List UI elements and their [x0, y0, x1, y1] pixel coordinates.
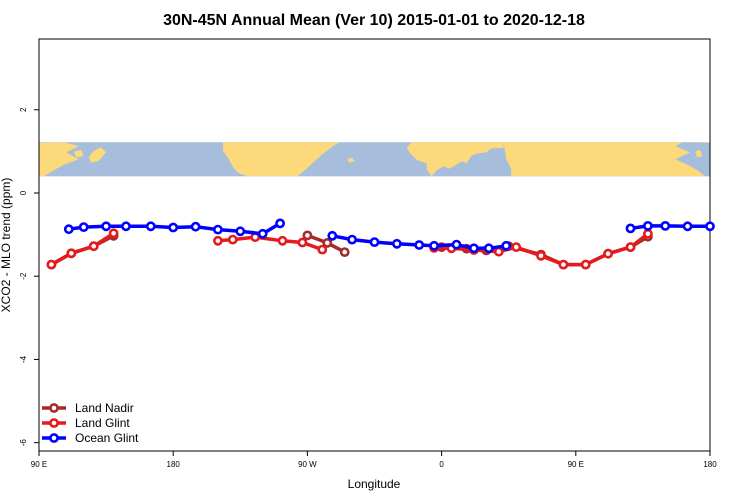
data-point [108, 228, 119, 239]
y-tick-label: 2 [19, 107, 28, 112]
data-point [235, 226, 246, 237]
map-land-4 [347, 157, 355, 163]
data-point [227, 234, 238, 245]
map-land-3 [222, 142, 340, 177]
data-point [643, 228, 653, 239]
data-point [429, 240, 439, 251]
data-point [625, 242, 636, 252]
data-point [625, 223, 636, 234]
data-point [302, 230, 313, 241]
series-line [50, 231, 115, 267]
legend-label: Land Nadir [75, 401, 134, 415]
data-point [190, 221, 201, 232]
data-point [121, 221, 131, 232]
data-point [63, 224, 74, 235]
data-point [78, 222, 89, 232]
data-point [317, 244, 328, 255]
data-point [369, 237, 380, 247]
data-point [66, 248, 77, 259]
x-tick-label: 90 E [31, 460, 47, 469]
data-point [339, 247, 350, 257]
data-point [145, 221, 156, 232]
x-axis-label: Longitude [348, 477, 401, 491]
legend-swatch-marker [49, 418, 59, 428]
y-tick-label: -4 [19, 355, 28, 363]
data-point [580, 259, 591, 270]
chart-title: 30N-45N Annual Mean (Ver 10) 2015-01-01 … [163, 12, 585, 29]
data-point [451, 239, 462, 250]
map-land-9 [640, 147, 658, 163]
map-land-0 [39, 142, 79, 177]
data-point [705, 221, 715, 232]
data-point [46, 259, 57, 270]
data-point [493, 246, 504, 257]
map-land-1 [73, 149, 84, 158]
data-point [660, 220, 671, 231]
data-point [212, 235, 223, 246]
data-point [257, 228, 268, 239]
data-point [327, 230, 338, 241]
data-point [101, 221, 111, 232]
x-tick-label: 90 E [568, 460, 584, 469]
data-point [88, 241, 99, 252]
y-axis-label: XCO2 - MLO trend (ppm) [0, 178, 13, 313]
plot-area: 90 E 180 90 W 0 90 E 180 -6 -4 -2 0 2 [19, 38, 717, 469]
x-tick-label: 180 [703, 460, 717, 469]
data-point [682, 221, 693, 232]
data-point [391, 238, 402, 249]
legend-swatch-marker [49, 433, 59, 443]
series-line [630, 224, 710, 231]
x-tick-label: 0 [439, 460, 444, 469]
data-point [347, 234, 357, 245]
data-point [501, 240, 512, 251]
data-point [536, 250, 546, 261]
data-point [168, 222, 179, 233]
legend-label: Ocean Glint [75, 431, 139, 445]
map-land-8 [695, 149, 703, 158]
x-tick-label: 90 W [298, 460, 317, 469]
data-point [414, 240, 425, 250]
data-point [603, 248, 613, 259]
data-point [483, 243, 494, 254]
data-point [322, 237, 333, 248]
data-point [277, 235, 288, 246]
map-land-6 [449, 154, 457, 163]
map-land-2 [88, 147, 107, 163]
data-point [212, 224, 223, 235]
series-ocean-glint [63, 218, 715, 254]
plot-frame [38, 38, 711, 452]
x-tick-label: 180 [167, 460, 181, 469]
y-tick-label: -6 [19, 439, 28, 447]
data-point [643, 220, 653, 231]
legend-label: Land Glint [75, 416, 130, 430]
y-tick-label: 0 [19, 190, 28, 195]
y-tick-label: -2 [19, 272, 28, 280]
data-point [275, 218, 285, 229]
data-point [511, 242, 522, 252]
data-point [297, 237, 308, 248]
legend-swatch-marker [49, 403, 59, 413]
data-point [558, 259, 569, 270]
series-line [331, 234, 507, 251]
map-land-7 [503, 142, 710, 177]
data-point [468, 243, 479, 254]
